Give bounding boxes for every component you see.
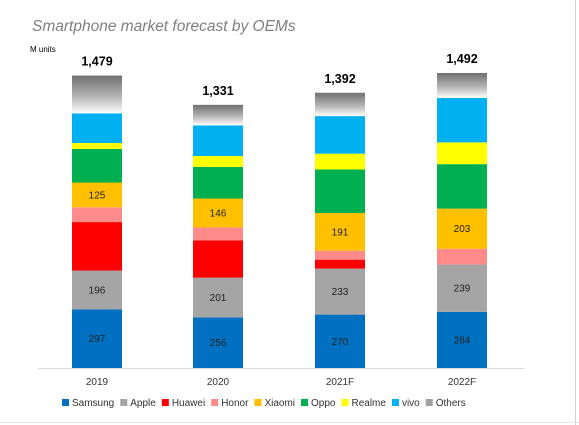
data-label-xiaomi-2022f: 203 [454, 224, 471, 235]
legend-label-realme: Realme [351, 398, 386, 409]
x-tick-2020: 2020 [207, 377, 230, 388]
bar-honor-2022f [437, 248, 487, 265]
bar-others-2021f [315, 92, 365, 117]
legend-swatch-apple [120, 399, 128, 406]
total-label-2020: 1,331 [202, 84, 233, 98]
bar-vivo-2020 [193, 125, 243, 157]
data-label-apple-2021f: 233 [332, 287, 349, 298]
frame-border-right [575, 0, 576, 425]
bar-apple-2019 [72, 270, 122, 310]
legend-swatch-honor [211, 399, 219, 406]
legend-label-huawei: Huawei [172, 398, 205, 409]
x-tick-2021f: 2021F [326, 377, 354, 388]
legend-label-oppo: Oppo [311, 398, 336, 409]
bar-huawei-2019 [72, 222, 122, 271]
legend-swatch-realme [341, 399, 349, 406]
bar-vivo-2022f [437, 97, 487, 143]
legend-swatch-vivo [391, 399, 399, 406]
total-label-2022f: 1,492 [446, 52, 477, 66]
legend-label-samsung: Samsung [72, 398, 114, 409]
bar-honor-2019 [72, 207, 122, 223]
frame-border-bottom [0, 422, 579, 423]
legend-swatch-others [425, 399, 433, 406]
chart-title: Smartphone market forecast by OEMs [32, 18, 296, 35]
bar-realme-2019 [72, 142, 122, 149]
legend-swatch-xiaomi [254, 399, 262, 406]
bar-huawei-2020 [193, 240, 243, 278]
legend-swatch-oppo [301, 399, 309, 406]
data-label-xiaomi-2021f: 191 [332, 227, 349, 238]
legend-label-xiaomi: Xiaomi [264, 398, 295, 409]
bar-honor-2020 [193, 227, 243, 241]
legend-label-apple: Apple [130, 398, 156, 409]
bar-samsung-2022f [437, 311, 487, 368]
legend-label-vivo: vivo [402, 398, 420, 409]
bar-xiaomi-2020 [193, 198, 243, 228]
bar-others-2022f [437, 73, 487, 98]
bar-oppo-2021f [315, 169, 365, 213]
bar-xiaomi-2019 [72, 182, 122, 208]
bar-vivo-2019 [72, 113, 122, 143]
bar-oppo-2020 [193, 166, 243, 199]
bar-huawei-2021f [315, 259, 365, 269]
data-label-samsung-2020: 256 [210, 338, 227, 349]
bar-samsung-2021f [315, 314, 365, 368]
bar-realme-2020 [193, 156, 243, 167]
x-tick-2022f: 2022F [448, 377, 476, 388]
data-label-xiaomi-2019: 125 [89, 190, 106, 201]
data-label-samsung-2021f: 270 [332, 337, 349, 348]
bar-samsung-2019 [72, 309, 122, 368]
bar-vivo-2021f [315, 116, 365, 154]
bar-oppo-2019 [72, 148, 122, 183]
legend-label-others: Others [436, 398, 466, 409]
data-label-samsung-2022f: 284 [454, 335, 471, 346]
bar-realme-2021f [315, 153, 365, 170]
legend-swatch-samsung [62, 399, 69, 406]
data-label-apple-2022f: 239 [454, 284, 471, 295]
y-unit-label: M units [30, 45, 56, 54]
bar-realme-2022f [437, 142, 487, 165]
bar-samsung-2020 [193, 317, 243, 368]
bar-others-2020 [193, 104, 243, 126]
data-label-samsung-2019: 297 [89, 334, 106, 345]
bar-oppo-2022f [437, 164, 487, 209]
data-label-apple-2019: 196 [89, 285, 106, 296]
bar-others-2019 [72, 75, 122, 114]
bar-apple-2022f [437, 264, 487, 312]
bar-xiaomi-2022f [437, 208, 487, 249]
bar-xiaomi-2021f [315, 212, 365, 251]
x-tick-2019: 2019 [86, 377, 109, 388]
total-label-2021f: 1,392 [324, 72, 355, 86]
legend-label-honor: Honor [221, 398, 249, 409]
bar-apple-2021f [315, 268, 365, 315]
data-label-xiaomi-2020: 146 [210, 208, 227, 219]
bar-apple-2020 [193, 277, 243, 318]
legend-swatch-huawei [161, 399, 169, 406]
total-label-2019: 1,479 [81, 55, 112, 69]
data-label-apple-2020: 201 [210, 293, 227, 304]
bar-honor-2021f [315, 250, 365, 260]
